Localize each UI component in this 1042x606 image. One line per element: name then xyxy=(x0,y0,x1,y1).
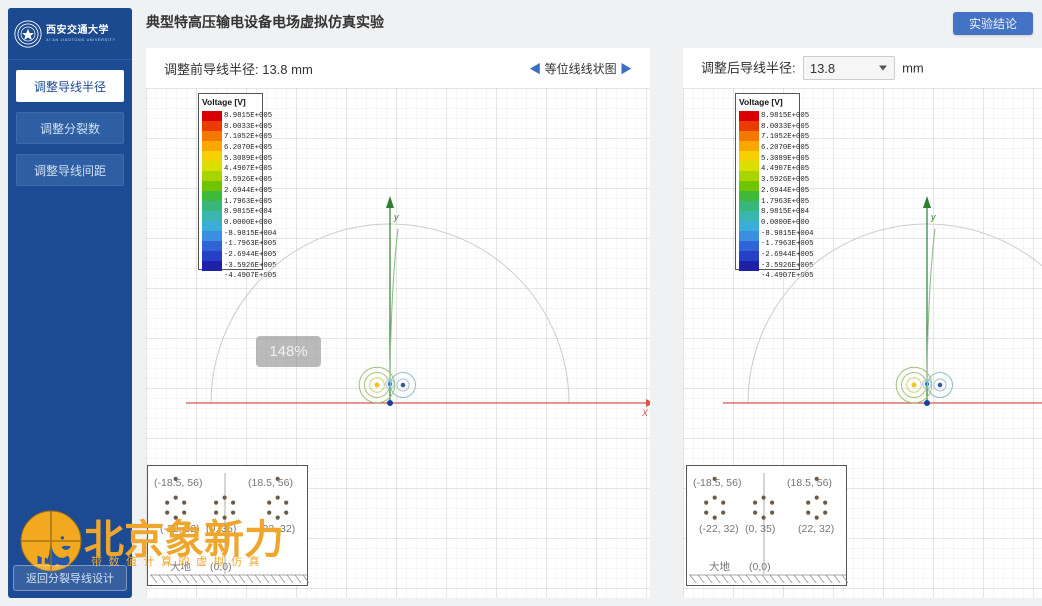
svg-text:(22, 32): (22, 32) xyxy=(798,523,834,535)
svg-text:(0, 35): (0, 35) xyxy=(745,523,775,535)
svg-text:(18.5, 56): (18.5, 56) xyxy=(787,477,832,489)
svg-text:y: y xyxy=(930,212,936,222)
svg-text:(0,0): (0,0) xyxy=(749,561,771,573)
svg-text:X: X xyxy=(641,408,649,418)
svg-text:(-18.5, 56): (-18.5, 56) xyxy=(693,477,741,489)
svg-text:大地: 大地 xyxy=(709,560,730,573)
svg-text:(-22, 32): (-22, 32) xyxy=(699,523,739,535)
svg-text:y: y xyxy=(393,212,399,222)
